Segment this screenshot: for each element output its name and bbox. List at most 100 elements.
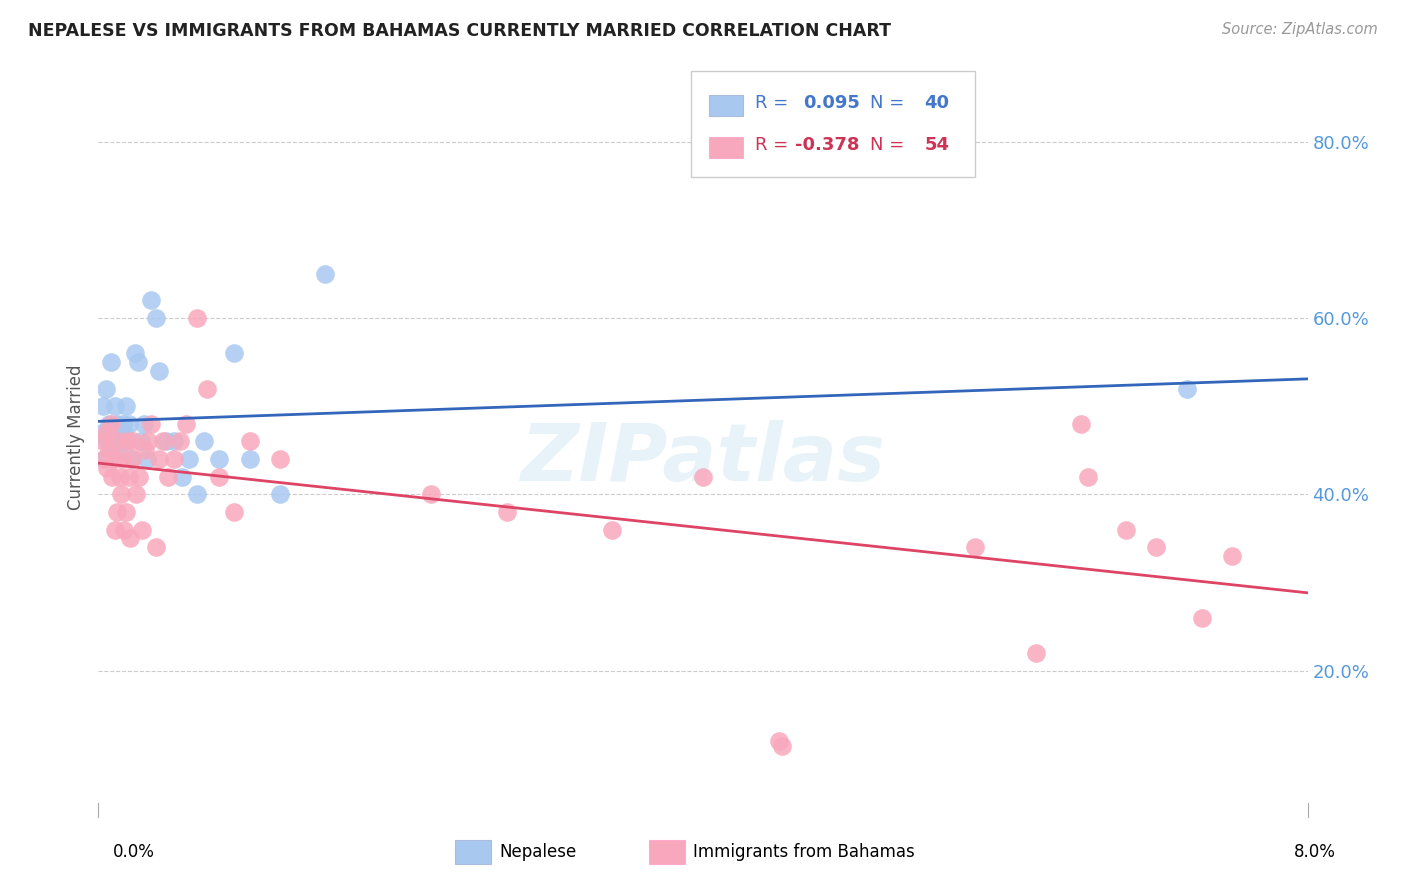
- Point: [100, 417, 122, 431]
- Text: 40: 40: [924, 94, 949, 112]
- Text: -0.378: -0.378: [794, 136, 859, 153]
- Point: [98, 417, 121, 431]
- Text: 54: 54: [924, 136, 949, 153]
- Point: [101, 425, 124, 440]
- Point: [94, 425, 117, 440]
- Point: [118, 417, 141, 431]
- Point: [179, 452, 201, 467]
- Point: [495, 505, 517, 519]
- Point: [105, 505, 128, 519]
- Point: [195, 382, 218, 396]
- Point: [114, 505, 136, 519]
- Point: [1024, 646, 1046, 660]
- Point: [208, 452, 231, 467]
- Point: [145, 311, 167, 326]
- Point: [103, 452, 125, 467]
- Text: NEPALESE VS IMMIGRANTS FROM BAHAMAS CURRENTLY MARRIED CORRELATION CHART: NEPALESE VS IMMIGRANTS FROM BAHAMAS CURR…: [28, 22, 891, 40]
- Point: [98, 443, 121, 458]
- Point: [128, 469, 150, 483]
- Text: 0.0%: 0.0%: [112, 843, 155, 861]
- Point: [602, 523, 624, 537]
- Point: [1077, 469, 1099, 483]
- Point: [186, 487, 208, 501]
- Point: [120, 532, 142, 546]
- Point: [1115, 523, 1137, 537]
- Text: 8.0%: 8.0%: [1294, 843, 1336, 861]
- Point: [224, 505, 246, 519]
- Point: [112, 425, 135, 440]
- Point: [111, 452, 134, 467]
- Point: [90, 425, 112, 440]
- Point: [131, 523, 153, 537]
- Point: [420, 487, 443, 501]
- Point: [239, 452, 262, 467]
- Point: [134, 443, 156, 458]
- Text: 0.095: 0.095: [803, 94, 860, 112]
- FancyBboxPatch shape: [690, 71, 976, 178]
- Point: [125, 487, 148, 501]
- FancyBboxPatch shape: [456, 840, 492, 863]
- Point: [129, 434, 152, 449]
- Point: [121, 452, 143, 467]
- Point: [93, 452, 115, 467]
- Point: [110, 434, 132, 449]
- Point: [208, 469, 231, 483]
- Point: [1070, 417, 1092, 431]
- Point: [155, 434, 177, 449]
- Point: [91, 434, 114, 449]
- Point: [103, 434, 125, 449]
- Point: [193, 434, 215, 449]
- Point: [1220, 549, 1243, 563]
- Point: [145, 540, 167, 554]
- Point: [104, 523, 127, 537]
- Y-axis label: Currently Married: Currently Married: [67, 364, 86, 510]
- Point: [163, 434, 186, 449]
- Text: R =: R =: [755, 94, 794, 112]
- Point: [111, 417, 134, 431]
- Point: [101, 469, 124, 483]
- Point: [96, 434, 118, 449]
- Point: [96, 461, 118, 475]
- Point: [170, 469, 193, 483]
- Point: [135, 452, 157, 467]
- Text: ZIPatlas: ZIPatlas: [520, 420, 886, 498]
- Point: [239, 434, 262, 449]
- Point: [224, 346, 246, 360]
- Point: [314, 267, 336, 281]
- Point: [91, 399, 114, 413]
- Point: [136, 434, 159, 449]
- Text: Nepalese: Nepalese: [501, 843, 576, 861]
- Text: N =: N =: [870, 136, 910, 153]
- Point: [692, 469, 714, 483]
- Point: [141, 417, 163, 431]
- Point: [770, 739, 793, 753]
- Point: [112, 523, 135, 537]
- Point: [156, 469, 179, 483]
- Text: Immigrants from Bahamas: Immigrants from Bahamas: [693, 843, 915, 861]
- Point: [269, 452, 291, 467]
- Point: [965, 540, 987, 554]
- Point: [1146, 540, 1168, 554]
- Point: [93, 452, 115, 467]
- Point: [152, 434, 174, 449]
- Point: [108, 469, 131, 483]
- Point: [107, 434, 129, 449]
- Point: [768, 734, 790, 748]
- Text: Source: ZipAtlas.com: Source: ZipAtlas.com: [1222, 22, 1378, 37]
- Point: [1175, 382, 1198, 396]
- Point: [104, 399, 127, 413]
- Point: [127, 355, 149, 369]
- Point: [169, 434, 191, 449]
- Point: [105, 417, 128, 431]
- Point: [132, 417, 155, 431]
- Point: [163, 452, 186, 467]
- Point: [124, 346, 146, 360]
- Point: [100, 355, 122, 369]
- FancyBboxPatch shape: [709, 95, 742, 116]
- Point: [174, 417, 197, 431]
- Point: [186, 311, 208, 326]
- Point: [141, 293, 163, 308]
- Point: [269, 487, 291, 501]
- Point: [115, 434, 138, 449]
- Point: [148, 452, 170, 467]
